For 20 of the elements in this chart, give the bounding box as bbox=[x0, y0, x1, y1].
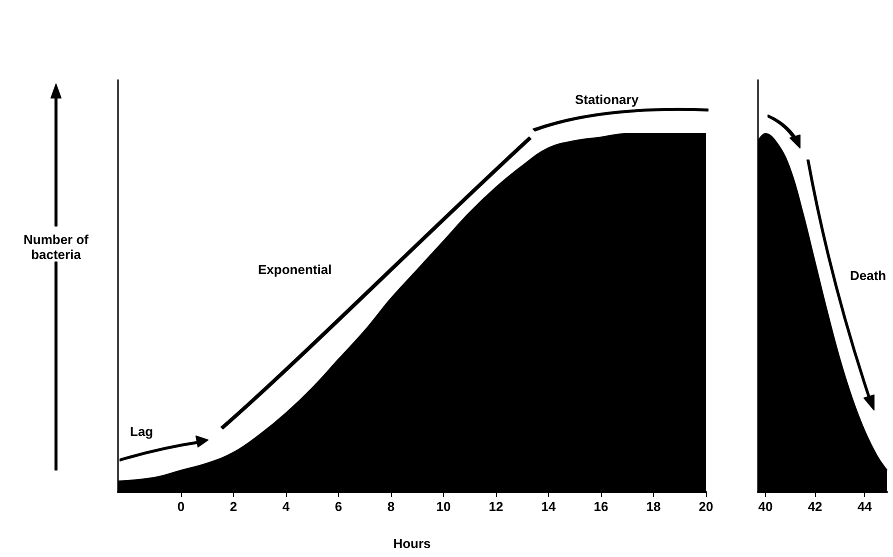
text: Stationary bbox=[575, 92, 639, 107]
annotation: Death bbox=[850, 268, 886, 283]
x-tick-label: 12 bbox=[488, 499, 504, 514]
x-tick-label: 20 bbox=[698, 499, 714, 514]
x-tick-label: 10 bbox=[436, 499, 451, 514]
x-tick-label: 16 bbox=[594, 499, 608, 514]
y-axis-title: Number of bacteria bbox=[6, 232, 106, 262]
x-tick-label: 6 bbox=[334, 499, 342, 514]
annotation: Lag bbox=[130, 424, 154, 439]
x-tick-label: 14 bbox=[541, 499, 556, 514]
x-tick-label: 42 bbox=[808, 499, 822, 514]
x-tick-label: 44 bbox=[857, 499, 873, 514]
x-axis-title: Hours bbox=[392, 536, 432, 551]
x-tick-label: 4 bbox=[282, 499, 290, 514]
x-tick-label: 40 bbox=[758, 499, 773, 514]
x-tick-label: 0 bbox=[177, 499, 185, 514]
annotation: Exponential bbox=[258, 262, 332, 277]
x-tick-label: 8 bbox=[387, 499, 395, 514]
x-tick-label: 2 bbox=[230, 499, 238, 514]
x-tick-label: 18 bbox=[646, 499, 661, 514]
